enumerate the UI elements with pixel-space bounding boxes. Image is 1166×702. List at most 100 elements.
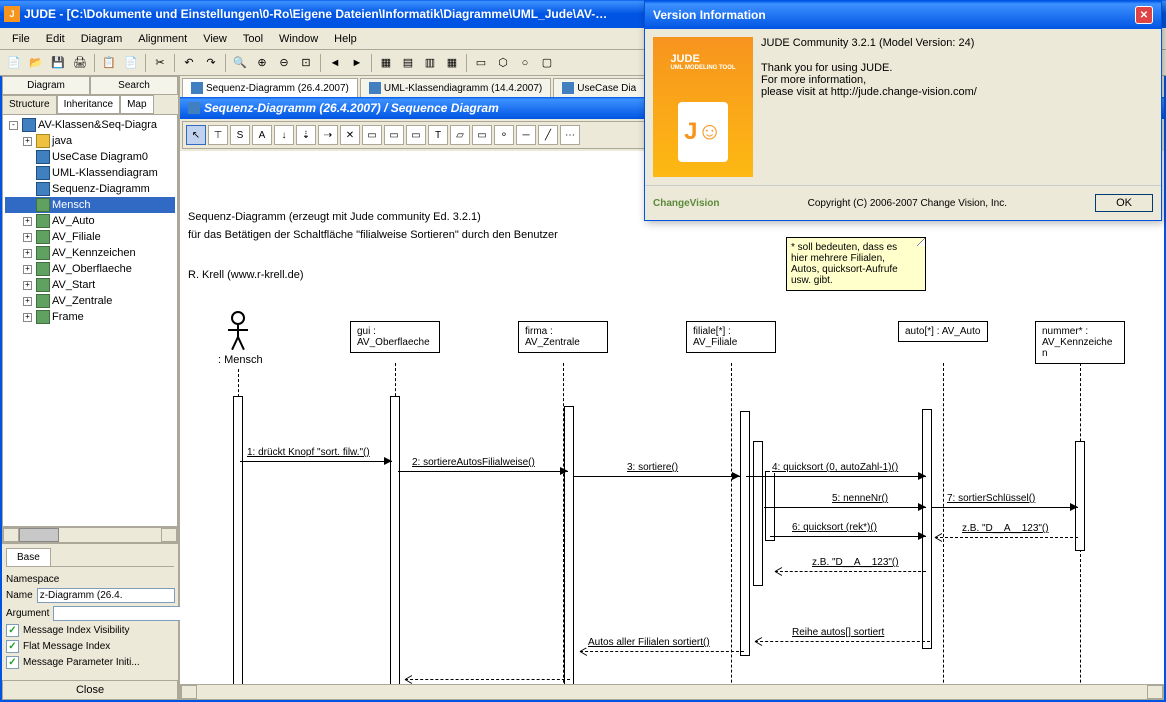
zoom-out-icon[interactable]: ⊖ xyxy=(274,53,294,73)
doc-tab[interactable]: UML-Klassendiagramm (14.4.2007) xyxy=(360,78,551,97)
tree-item[interactable]: -AV-Klassen&Seq-Diagra xyxy=(5,117,175,133)
tree-expander[interactable]: + xyxy=(23,233,32,242)
tree-item[interactable]: +Frame xyxy=(5,309,175,325)
tree-item[interactable]: UML-Klassendiagram xyxy=(5,165,175,181)
dialog-close-button[interactable]: ✕ xyxy=(1135,6,1153,24)
lifeline-tool[interactable]: ⊤ xyxy=(208,125,228,145)
lifeline-box[interactable]: firma :AV_Zentrale xyxy=(518,321,608,353)
sub-tab-inheritance[interactable]: Inheritance xyxy=(57,95,120,114)
tree-item[interactable]: +AV_Oberflaeche xyxy=(5,261,175,277)
menu-alignment[interactable]: Alignment xyxy=(130,31,195,47)
tree-expander[interactable]: + xyxy=(23,265,32,274)
activation-bar[interactable] xyxy=(765,471,775,541)
activation-bar[interactable] xyxy=(740,411,750,656)
message-arrow[interactable] xyxy=(770,536,926,537)
shape1-icon[interactable]: ▭ xyxy=(471,53,491,73)
tool-frame3[interactable]: ▭ xyxy=(406,125,426,145)
save-icon[interactable]: 💾 xyxy=(48,53,68,73)
tree-expander[interactable]: + xyxy=(23,217,32,226)
msg-index-checkbox[interactable]: ✓ xyxy=(6,624,19,637)
tree-expander[interactable]: + xyxy=(23,281,32,290)
left-tab-diagram[interactable]: Diagram xyxy=(2,76,90,95)
shape3-icon[interactable]: ○ xyxy=(515,53,535,73)
tool-rect[interactable]: ▭ xyxy=(472,125,492,145)
tree-item[interactable]: +java xyxy=(5,133,175,149)
paste-icon[interactable]: 📄 xyxy=(121,53,141,73)
return-arrow[interactable] xyxy=(935,537,1078,538)
print-icon[interactable]: 🖨 xyxy=(70,53,90,73)
lifeline-box[interactable]: auto[*] : AV_Auto xyxy=(898,321,988,342)
zoom-fit-icon[interactable]: ⊡ xyxy=(296,53,316,73)
menu-diagram[interactable]: Diagram xyxy=(73,31,131,47)
tool-frame2[interactable]: ▭ xyxy=(384,125,404,145)
tree-expander[interactable]: + xyxy=(23,137,32,146)
new-icon[interactable]: 📄 xyxy=(4,53,24,73)
activation-bar[interactable] xyxy=(390,396,400,684)
tree-item[interactable]: +AV_Zentrale xyxy=(5,293,175,309)
left-tab-search[interactable]: Search xyxy=(90,76,178,95)
redo-icon[interactable]: ↷ xyxy=(201,53,221,73)
menu-view[interactable]: View xyxy=(195,31,235,47)
activation-bar[interactable] xyxy=(753,441,763,586)
activation-bar[interactable] xyxy=(1075,441,1085,551)
tree-item[interactable]: +AV_Filiale xyxy=(5,229,175,245)
flat-msg-checkbox[interactable]: ✓ xyxy=(6,640,19,653)
tool-text[interactable]: T xyxy=(428,125,448,145)
msg-param-checkbox[interactable]: ✓ xyxy=(6,656,19,669)
menu-window[interactable]: Window xyxy=(271,31,326,47)
tool-frame1[interactable]: ▭ xyxy=(362,125,382,145)
tool-line1[interactable]: ─ xyxy=(516,125,536,145)
zoom-in-icon[interactable]: ⊕ xyxy=(252,53,272,73)
lifeline-box[interactable]: filiale[*] :AV_Filiale xyxy=(686,321,776,353)
tree-expander[interactable]: + xyxy=(23,313,32,322)
name-input[interactable] xyxy=(37,588,175,603)
return-arrow[interactable] xyxy=(775,571,926,572)
lifeline-box[interactable]: gui :AV_Oberflaeche xyxy=(350,321,440,353)
tree-expander[interactable]: + xyxy=(23,249,32,258)
menu-file[interactable]: File xyxy=(4,31,38,47)
menu-help[interactable]: Help xyxy=(326,31,365,47)
message-arrow[interactable] xyxy=(240,461,392,462)
align4-icon[interactable]: ▦ xyxy=(442,53,462,73)
actor-mensch[interactable] xyxy=(228,311,248,349)
forward-icon[interactable]: ► xyxy=(347,53,367,73)
menu-edit[interactable]: Edit xyxy=(38,31,73,47)
return-arrow[interactable] xyxy=(405,679,570,680)
tool-destroy[interactable]: ✕ xyxy=(340,125,360,145)
copy-icon[interactable]: 📋 xyxy=(99,53,119,73)
argument-input[interactable] xyxy=(53,606,191,621)
structure-tree[interactable]: -AV-Klassen&Seq-Diagra+javaUseCase Diagr… xyxy=(2,114,178,527)
diagram-canvas[interactable]: Sequenz-Diagramm (erzeugt mit Jude commu… xyxy=(180,151,1164,684)
align1-icon[interactable]: ▦ xyxy=(376,53,396,73)
panel-close-button[interactable]: Close xyxy=(2,680,178,700)
align3-icon[interactable]: ▥ xyxy=(420,53,440,73)
open-icon[interactable]: 📂 xyxy=(26,53,46,73)
tree-item[interactable]: +AV_Kennzeichen xyxy=(5,245,175,261)
tool-note[interactable]: ▱ xyxy=(450,125,470,145)
undo-icon[interactable]: ↶ xyxy=(179,53,199,73)
message-arrow[interactable] xyxy=(398,471,568,472)
back-icon[interactable]: ◄ xyxy=(325,53,345,73)
shape2-icon[interactable]: ⬡ xyxy=(493,53,513,73)
tool-line2[interactable]: ╱ xyxy=(538,125,558,145)
message-arrow[interactable] xyxy=(764,507,926,508)
tree-item[interactable]: Sequenz-Diagramm xyxy=(5,181,175,197)
tool-msg3[interactable]: ⇢ xyxy=(318,125,338,145)
shape4-icon[interactable]: ▢ xyxy=(537,53,557,73)
return-arrow[interactable] xyxy=(580,651,744,652)
cut-icon[interactable]: ✂ xyxy=(150,53,170,73)
tree-expander[interactable]: + xyxy=(23,297,32,306)
tree-item[interactable]: UseCase Diagram0 xyxy=(5,149,175,165)
tool-a[interactable]: A xyxy=(252,125,272,145)
tool-msg1[interactable]: ↓ xyxy=(274,125,294,145)
tree-item[interactable]: +AV_Start xyxy=(5,277,175,293)
align2-icon[interactable]: ▤ xyxy=(398,53,418,73)
diagram-note[interactable]: * soll bedeuten, dass eshier mehrere Fil… xyxy=(786,237,926,291)
doc-tab[interactable]: Sequenz-Diagramm (26.4.2007) xyxy=(182,78,358,97)
zoom-icon[interactable]: 🔍 xyxy=(230,53,250,73)
sub-tab-map[interactable]: Map xyxy=(120,95,153,114)
tree-item[interactable]: +AV_Auto xyxy=(5,213,175,229)
menu-tool[interactable]: Tool xyxy=(235,31,271,47)
canvas-scrollbar[interactable] xyxy=(180,684,1164,700)
doc-tab[interactable]: UseCase Dia xyxy=(553,78,645,97)
